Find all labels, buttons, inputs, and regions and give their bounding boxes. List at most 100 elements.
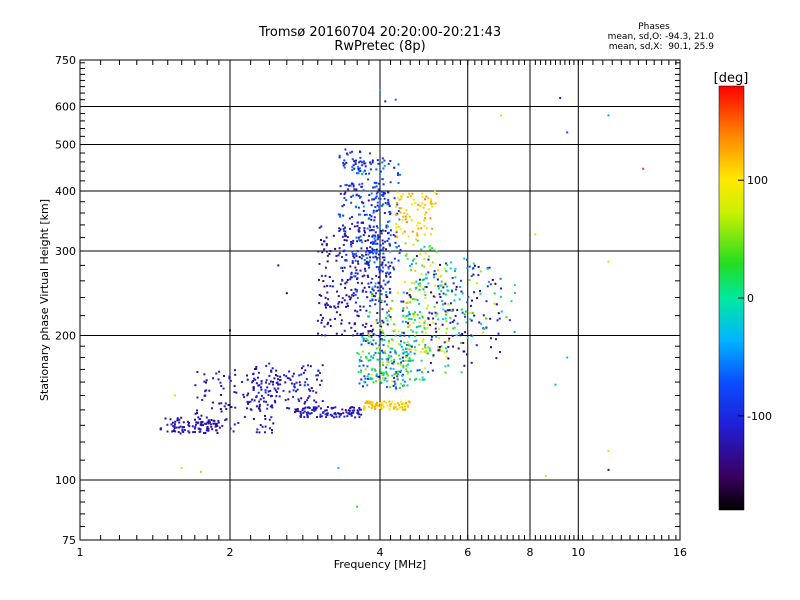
data-point — [412, 259, 414, 262]
data-point — [328, 253, 331, 255]
data-point — [372, 211, 375, 214]
data-point — [385, 226, 388, 229]
data-point — [420, 273, 423, 276]
data-point — [423, 327, 426, 329]
data-point — [472, 262, 475, 265]
data-point — [359, 309, 362, 312]
data-point — [342, 227, 345, 230]
data-point — [398, 218, 401, 221]
data-point — [326, 254, 329, 257]
data-point — [382, 364, 385, 366]
data-point — [385, 366, 388, 369]
data-point — [268, 427, 271, 430]
data-point — [499, 351, 501, 353]
data-point — [303, 384, 306, 387]
data-point — [383, 379, 386, 381]
data-point — [365, 357, 368, 360]
data-point — [429, 349, 432, 352]
data-point — [462, 342, 465, 344]
data-point — [218, 402, 221, 405]
data-point — [365, 322, 368, 325]
data-point — [257, 371, 260, 374]
data-point — [393, 360, 396, 363]
data-point — [317, 369, 320, 372]
data-point — [325, 306, 327, 309]
data-point — [217, 378, 220, 381]
data-point — [354, 259, 357, 262]
data-point — [375, 248, 378, 251]
data-point — [373, 181, 376, 184]
data-point — [364, 368, 367, 371]
data-point — [421, 279, 424, 281]
data-point — [264, 414, 266, 417]
data-point — [461, 333, 464, 335]
data-point — [433, 273, 436, 276]
data-point — [283, 374, 286, 377]
y-tick-label: 400 — [55, 185, 76, 198]
data-point — [359, 196, 361, 199]
data-point — [373, 250, 376, 253]
data-point — [299, 412, 302, 415]
data-point — [205, 389, 208, 392]
data-point — [210, 419, 213, 421]
data-point — [332, 280, 334, 283]
data-point — [262, 400, 265, 403]
data-point — [364, 406, 366, 409]
data-point — [432, 355, 435, 358]
data-point — [395, 226, 398, 229]
data-point — [438, 328, 441, 331]
data-point — [382, 252, 385, 255]
data-point — [257, 407, 260, 410]
data-point — [187, 430, 190, 433]
data-point — [341, 408, 344, 411]
data-point — [375, 347, 378, 350]
data-point — [371, 277, 374, 280]
data-point — [386, 386, 388, 389]
data-point — [456, 322, 459, 325]
data-point — [424, 203, 427, 206]
data-point — [373, 368, 376, 371]
data-point — [461, 292, 464, 295]
data-point — [260, 386, 262, 389]
data-point — [257, 376, 259, 379]
data-point — [294, 411, 297, 413]
data-point — [429, 264, 432, 267]
data-point — [254, 378, 257, 381]
data-point — [370, 373, 373, 376]
data-point — [370, 215, 373, 218]
data-point — [396, 375, 399, 378]
data-point — [356, 289, 358, 292]
data-point — [352, 239, 355, 242]
data-point — [314, 406, 317, 409]
data-point — [204, 394, 207, 397]
data-point — [356, 225, 359, 228]
data-point — [262, 397, 265, 400]
data-point — [451, 308, 454, 311]
data-point — [452, 345, 455, 348]
data-point — [346, 236, 349, 238]
data-point — [376, 201, 379, 204]
data-point — [389, 318, 392, 321]
data-point — [354, 293, 357, 296]
data-point — [361, 290, 364, 293]
data-point — [378, 266, 381, 268]
data-point — [460, 290, 463, 293]
data-point — [325, 236, 328, 239]
data-point — [295, 390, 298, 393]
data-point — [417, 325, 420, 328]
data-point — [318, 262, 321, 265]
data-point — [375, 210, 378, 213]
data-point — [196, 371, 199, 373]
data-point — [389, 244, 391, 247]
data-point — [387, 374, 390, 377]
data-point — [362, 255, 365, 258]
data-point — [203, 432, 205, 435]
data-point — [473, 291, 475, 294]
data-point — [403, 341, 406, 344]
data-point — [256, 428, 259, 431]
data-point — [385, 317, 388, 320]
data-point — [341, 270, 344, 273]
data-point — [400, 345, 403, 348]
data-point — [465, 321, 468, 324]
data-point — [308, 407, 311, 409]
